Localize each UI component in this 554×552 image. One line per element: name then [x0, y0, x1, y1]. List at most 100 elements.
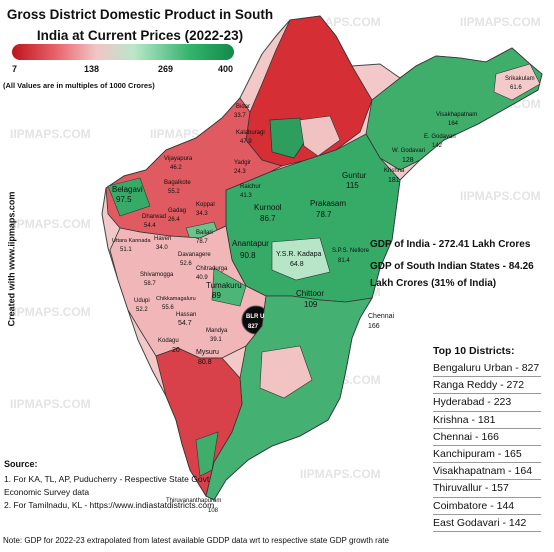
district-label: Ballari: [196, 230, 213, 236]
region-tumakuru: [211, 267, 247, 307]
district-value: 97.5: [116, 195, 132, 204]
district-value: 34.0: [156, 245, 168, 251]
district-value: 51.1: [120, 247, 132, 253]
district-label: Chikkamagaluru: [156, 296, 196, 302]
district-value: 81.4: [338, 258, 350, 264]
watermark: IIPMAPS.COM: [10, 127, 91, 141]
top10-item: Kanchipuram - 165: [433, 446, 542, 464]
district-value: 41.3: [240, 193, 252, 199]
district-value: 142: [432, 143, 443, 149]
district-label: Mandya: [206, 328, 228, 334]
region-hyderabad-rangareddy: [269, 117, 307, 159]
footnote: Note: GDP for 2022-23 extrapolated from …: [3, 536, 389, 545]
top10-item: Thiruvallur - 157: [433, 480, 542, 498]
district-label: Visakhapatnam: [436, 112, 477, 118]
district-value: 58.7: [144, 281, 156, 287]
district-value: 64.8: [290, 261, 304, 268]
top10-list: Bengaluru Urban - 827 Ranga Reddy - 272 …: [433, 360, 542, 533]
district-value: 33.7: [234, 113, 246, 119]
district-value: 78.7: [316, 210, 332, 219]
sources-block: Source: 1. For KA, TL, AP, Puducherry - …: [4, 458, 229, 512]
district-label: Chennai: [368, 313, 395, 320]
legend-tick-max: 400: [218, 64, 234, 74]
district-label: Belagavi: [112, 185, 143, 194]
source-line-2: 2. For Tamilnadu, KL - https://www.india…: [4, 500, 215, 510]
legend-color-bar: [12, 44, 234, 60]
region-belagavi: [107, 177, 151, 217]
district-label: Mysuru: [196, 349, 219, 356]
district-value: 90.8: [240, 251, 256, 260]
district-label: Shivamogga: [140, 272, 174, 278]
district-value: 86.7: [260, 214, 276, 223]
district-value: 34.3: [196, 211, 208, 217]
region-kerala: [155, 347, 243, 498]
top10-item: East Godavari - 142: [433, 515, 542, 533]
district-value: 827: [248, 324, 259, 330]
district-value: 46.2: [170, 165, 182, 171]
district-label: Haveri: [154, 236, 171, 242]
district-label: S.P.S. Nellore: [332, 248, 370, 254]
watermark: IIPMAPS.COM: [460, 189, 541, 203]
top10-item: Ranga Reddy - 272: [433, 377, 542, 395]
region-kerala-green: [195, 431, 219, 477]
sources-title: Source:: [4, 459, 38, 469]
legend-tick-min: 7: [12, 64, 18, 74]
district-value: 54.4: [144, 223, 156, 229]
district-value: 47.9: [240, 139, 252, 145]
district-labels: Srikakulam 61.6 Visakhapatnam 164 E. God…: [112, 76, 535, 514]
top10-item: Hyderabad - 223: [433, 394, 542, 412]
legend-tick-3: 269: [158, 64, 174, 74]
district-value: 108: [208, 508, 219, 514]
top10-item: Bengaluru Urban - 827: [433, 360, 542, 378]
district-value: 128: [402, 157, 414, 164]
district-label: Vijayapura: [164, 156, 193, 162]
region-tamil-nadu-pale: [259, 345, 313, 399]
district-value: 52.6: [180, 261, 192, 267]
region-srikakulam: [493, 63, 541, 101]
top10-item: Krishna - 181: [433, 412, 542, 429]
region-ysr-kadapa: [271, 237, 331, 281]
district-label: Y.S.R. Kadapa: [276, 251, 322, 258]
watermark: IIPMAPS.COM: [10, 217, 91, 231]
top10-item: Coimbatore - 144: [433, 498, 542, 515]
district-label: Koppal: [196, 202, 215, 208]
district-value: 24.3: [234, 169, 246, 175]
district-label: Davanagere: [178, 252, 211, 258]
district-label: Bidar: [236, 104, 250, 110]
district-value: 61.6: [510, 85, 522, 91]
district-value: 181: [388, 177, 400, 184]
source-line-1: 1. For KA, TL, AP, Puducherry - Respecti…: [4, 474, 210, 497]
district-value: 78.7: [196, 239, 208, 245]
district-label: Chittoor: [296, 289, 324, 298]
district-label: Kurnool: [254, 203, 282, 212]
district-value: 40.9: [196, 275, 208, 281]
watermark: IIPMAPS.COM: [10, 305, 91, 319]
district-value: 55.6: [162, 305, 174, 311]
district-label: Uttara Kannada: [112, 238, 151, 244]
watermark: IIPMAPS.COM: [10, 397, 91, 411]
district-label: Guntur: [342, 171, 367, 180]
district-label: Anantapur: [232, 239, 269, 248]
district-label: Kalaburagi: [236, 130, 265, 136]
top10-item: Visakhapatnam - 164: [433, 463, 542, 481]
district-label: Prakasam: [310, 199, 346, 208]
top10-title: Top 10 Districts:: [433, 345, 515, 357]
gdp-south-text: GDP of South Indian States - 84.26 Lakh …: [370, 261, 534, 289]
district-value: 164: [448, 121, 459, 127]
map-title: Gross District Domestic Product in South…: [6, 7, 274, 43]
district-value: 55.2: [168, 189, 180, 195]
district-value: 54.7: [178, 320, 192, 327]
district-value: 39.1: [210, 337, 222, 343]
district-label: Chitradurga: [196, 266, 228, 272]
district-label: Hassan: [176, 312, 196, 318]
district-label: BLR U: [246, 314, 264, 320]
district-value: 166: [368, 323, 380, 330]
district-label: Thiruvananthapuram: [166, 498, 221, 504]
district-label: Udupi: [134, 298, 150, 304]
district-label: Dharwad: [142, 214, 166, 220]
created-with-credit: Created with www.iipmaps.com: [6, 191, 17, 327]
district-value: 115: [346, 181, 359, 190]
watermark: IIPMAPS.COM: [300, 467, 381, 481]
district-label: Tumakuru: [206, 281, 242, 290]
district-value: 89: [212, 291, 221, 300]
